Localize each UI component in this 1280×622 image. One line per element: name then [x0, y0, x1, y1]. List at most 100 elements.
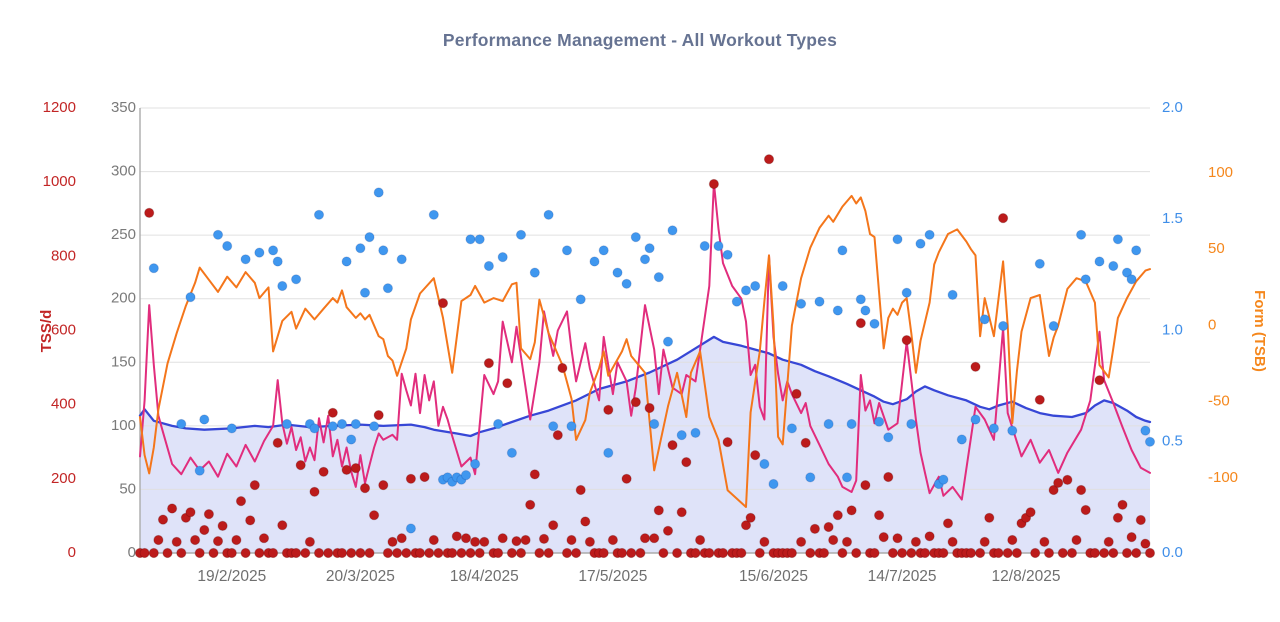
tss-dot[interactable] — [502, 378, 513, 389]
intensity-dot[interactable] — [548, 421, 559, 432]
intensity-dot[interactable] — [483, 260, 494, 272]
tss-dot[interactable] — [584, 536, 596, 548]
tss-dot[interactable] — [231, 534, 242, 546]
tss-dot[interactable] — [906, 547, 917, 559]
tss-dot[interactable] — [970, 361, 981, 372]
tss-dot[interactable] — [979, 536, 990, 548]
tss-dot[interactable] — [369, 510, 380, 521]
intensity-dot[interactable] — [892, 234, 903, 245]
tss-dot[interactable] — [1099, 547, 1110, 559]
tss-dot[interactable] — [291, 547, 302, 559]
tss-dot[interactable] — [272, 437, 283, 448]
intensity-dot[interactable] — [268, 245, 279, 256]
intensity-dot[interactable] — [750, 280, 761, 292]
intensity-dot[interactable] — [272, 256, 283, 267]
tss-dot[interactable] — [786, 547, 798, 559]
tss-dot[interactable] — [1089, 547, 1101, 559]
tss-dot[interactable] — [924, 531, 935, 542]
intensity-dot[interactable] — [713, 240, 724, 252]
intensity-dot[interactable] — [240, 254, 251, 265]
tss-dot[interactable] — [235, 496, 247, 507]
tss-dot[interactable] — [245, 515, 256, 526]
tss-dot[interactable] — [212, 536, 224, 547]
tss-dot[interactable] — [1057, 547, 1068, 559]
tss-dot[interactable] — [162, 547, 173, 559]
tss-dot[interactable] — [575, 484, 586, 496]
intensity-dot[interactable] — [515, 229, 527, 240]
tss-dot[interactable] — [153, 534, 164, 546]
intensity-dot[interactable] — [796, 298, 807, 309]
tss-dot[interactable] — [309, 486, 320, 497]
tss-dot[interactable] — [561, 547, 573, 559]
tss-dot[interactable] — [1062, 474, 1073, 485]
tss-dot[interactable] — [621, 473, 632, 484]
intensity-dot[interactable] — [493, 418, 504, 430]
intensity-dot[interactable] — [644, 243, 655, 254]
tss-dot[interactable] — [249, 480, 260, 491]
tss-dot[interactable] — [548, 520, 559, 531]
intensity-dot[interactable] — [378, 245, 389, 256]
tss-dot[interactable] — [763, 154, 775, 165]
tss-dot[interactable] — [754, 547, 765, 559]
intensity-dot[interactable] — [731, 296, 742, 307]
tss-dot[interactable] — [818, 547, 830, 559]
tss-dot[interactable] — [635, 547, 646, 559]
intensity-dot[interactable] — [561, 245, 573, 256]
intensity-dot[interactable] — [901, 287, 912, 298]
intensity-dot[interactable] — [722, 249, 733, 260]
tss-dot[interactable] — [208, 547, 219, 559]
tss-dot[interactable] — [851, 547, 862, 559]
intensity-dot[interactable] — [874, 416, 885, 427]
tss-dot[interactable] — [194, 547, 205, 559]
intensity-dot[interactable] — [506, 447, 517, 458]
tss-dot[interactable] — [965, 547, 977, 559]
intensity-dot[interactable] — [1007, 425, 1018, 436]
tss-dot[interactable] — [887, 547, 899, 559]
tss-dot[interactable] — [947, 536, 958, 548]
tss-dot[interactable] — [144, 207, 155, 218]
tss-dot[interactable] — [506, 547, 517, 559]
tss-dot[interactable] — [1140, 538, 1151, 549]
intensity-dot[interactable] — [575, 294, 586, 305]
intensity-dot[interactable] — [470, 458, 481, 470]
intensity-dot[interactable] — [938, 474, 949, 485]
intensity-dot[interactable] — [970, 414, 981, 425]
tss-dot[interactable] — [1007, 534, 1018, 546]
intensity-dot[interactable] — [497, 252, 508, 263]
intensity-dot[interactable] — [699, 240, 710, 252]
tss-dot[interactable] — [901, 335, 912, 346]
tss-dot[interactable] — [364, 547, 375, 559]
tss-dot[interactable] — [359, 483, 371, 494]
intensity-dot[interactable] — [589, 256, 600, 267]
tss-dot[interactable] — [493, 547, 504, 559]
tss-dot[interactable] — [1117, 499, 1128, 510]
tss-dot[interactable] — [626, 547, 637, 559]
intensity-dot[interactable] — [630, 232, 641, 243]
intensity-dot[interactable] — [832, 305, 843, 316]
tss-dot[interactable] — [809, 523, 821, 535]
intensity-dot[interactable] — [612, 267, 623, 278]
tss-dot[interactable] — [401, 547, 412, 559]
tss-dot[interactable] — [240, 547, 251, 559]
tss-dot[interactable] — [975, 547, 986, 559]
tss-dot[interactable] — [649, 533, 660, 544]
tss-dot[interactable] — [695, 534, 706, 546]
intensity-dot[interactable] — [148, 263, 159, 274]
tss-dot[interactable] — [750, 450, 761, 461]
intensity-dot[interactable] — [777, 280, 788, 292]
intensity-dot[interactable] — [212, 229, 224, 240]
intensity-dot[interactable] — [1080, 274, 1091, 285]
intensity-dot[interactable] — [176, 418, 187, 430]
tss-dot[interactable] — [938, 547, 949, 559]
intensity-dot[interactable] — [313, 209, 325, 220]
tss-dot[interactable] — [373, 410, 384, 421]
tss-dot[interactable] — [465, 547, 476, 559]
intensity-dot[interactable] — [346, 434, 357, 445]
intensity-dot[interactable] — [254, 247, 265, 258]
tss-dot[interactable] — [630, 397, 641, 408]
tss-dot[interactable] — [1080, 504, 1091, 516]
tss-dot[interactable] — [745, 512, 756, 523]
tss-dot[interactable] — [139, 547, 150, 559]
intensity-dot[interactable] — [662, 336, 674, 347]
tss-dot[interactable] — [717, 547, 729, 559]
